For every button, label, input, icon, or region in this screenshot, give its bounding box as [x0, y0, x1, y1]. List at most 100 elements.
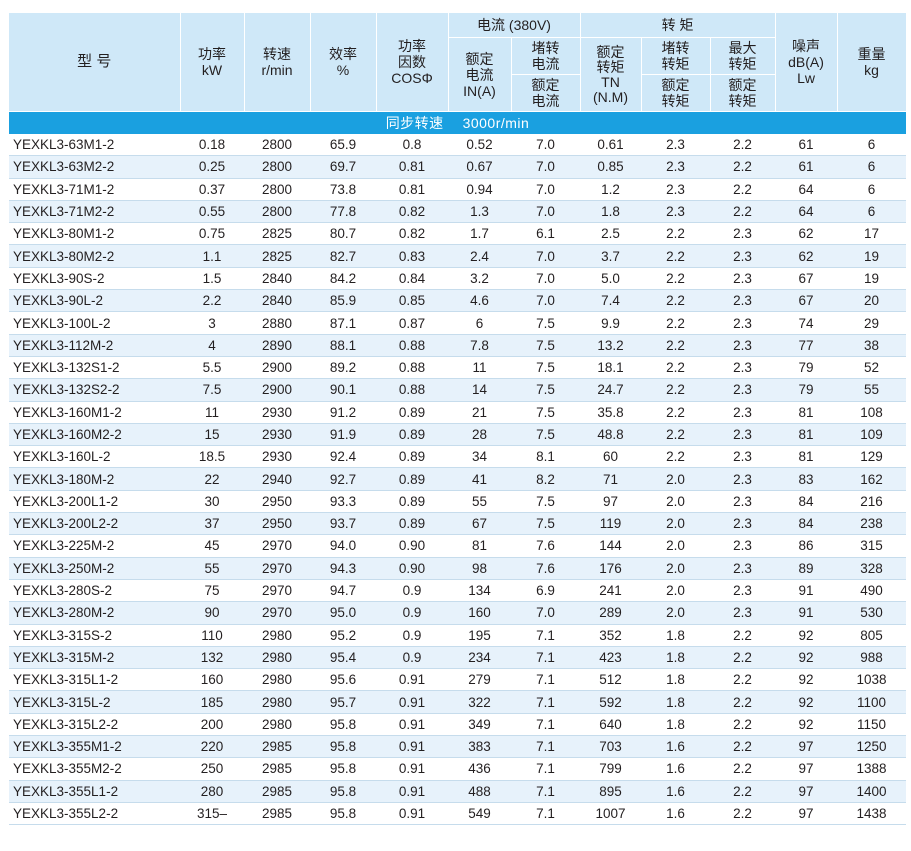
table-header: 型 号 功率 kW 转速 r/min 效率 % 功率 因数 COSΦ 电流 (3… [9, 13, 907, 112]
table-cell: 1388 [837, 757, 907, 781]
table-cell: 84 [775, 512, 838, 536]
table-cell: 1.3 [448, 200, 511, 224]
table-cell: 79 [775, 378, 838, 402]
table-cell: 2.3 [710, 289, 776, 313]
table-cell: 129 [837, 445, 907, 469]
table-cell: 2980 [244, 624, 310, 647]
table-cell: 176 [580, 557, 642, 580]
table-cell: 98 [448, 557, 511, 580]
table-cell: 64 [775, 200, 838, 224]
table-cell: 67 [775, 267, 838, 291]
table-cell: 2.3 [710, 378, 776, 402]
table-cell: 5.5 [180, 356, 244, 380]
table-cell: 0.89 [376, 512, 448, 536]
table-cell: 2.0 [641, 490, 711, 514]
table-cell: 2.3 [710, 445, 776, 469]
cell-model: YEXKL3-355M1-2 [9, 735, 180, 759]
table-cell: 799 [580, 757, 642, 781]
table-cell: 7.1 [511, 646, 581, 670]
table-cell: 0.25 [180, 155, 244, 179]
table-cell: 6 [448, 311, 511, 335]
table-cell: 2825 [244, 222, 310, 246]
table-cell: 2840 [244, 267, 310, 291]
table-cell: 79 [775, 356, 838, 380]
table-cell: 2980 [244, 668, 310, 692]
table-cell: 0.87 [376, 311, 448, 335]
table-cell: 95.4 [310, 646, 376, 670]
table-cell: 2.3 [710, 534, 776, 558]
cell-model: YEXKL3-71M1-2 [9, 178, 180, 201]
table-cell: 7.0 [511, 244, 581, 268]
table-cell: 238 [837, 512, 907, 536]
table-cell: 62 [775, 244, 838, 268]
table-row: YEXKL3-355L2-2 315– 2985 95.8 0.91 549 7.1 1007… [9, 802, 907, 826]
table-row: YEXKL3-90S-2 1.5 2840 84.2 0.84 3.2 7.0 5.0 2.2 2… [9, 267, 907, 291]
table-cell: 67 [448, 512, 511, 536]
table-cell: 0.84 [376, 267, 448, 291]
table-cell: 0.89 [376, 445, 448, 469]
table-cell: 160 [448, 601, 511, 625]
table-cell: 7.5 [180, 378, 244, 402]
table-cell: 2.2 [641, 334, 711, 357]
table-cell: 241 [580, 579, 642, 603]
table-cell: 2.0 [641, 512, 711, 536]
table-row: YEXKL3-160L-2 18.5 2930 92.4 0.89 34 8.1 60 2.2 2… [9, 445, 907, 469]
table-cell: 592 [580, 690, 642, 714]
header-model: 型 号 [9, 13, 181, 112]
table-row: YEXKL3-180M-2 22 2940 92.7 0.89 41 8.2 71 2.0 2.3… [9, 467, 907, 491]
table-cell: 2970 [244, 534, 310, 558]
table-cell: 7.0 [511, 289, 581, 313]
table-cell: 7.8 [448, 334, 511, 357]
table-cell: 77 [775, 334, 838, 357]
table-cell: 48.8 [580, 423, 642, 447]
table-cell: 92.4 [310, 445, 376, 469]
header-rated-torque: 额定 转矩 TN (N.M) [580, 37, 642, 112]
table-cell: 97 [580, 490, 642, 514]
table-cell: 1.5 [180, 267, 244, 291]
table-cell: 95.0 [310, 601, 376, 625]
table-cell: 3.2 [448, 267, 511, 291]
table-cell: 2985 [244, 780, 310, 803]
table-cell: 0.89 [376, 467, 448, 491]
table-row: YEXKL3-63M1-2 0.18 2800 65.9 0.8 0.52 7.0 0.61 2… [9, 134, 907, 157]
table-row: YEXKL3-225M-2 45 2970 94.0 0.90 81 7.6 144 2.0 2.… [9, 534, 907, 558]
table-cell: 4 [180, 334, 244, 357]
table-cell: 7.5 [511, 356, 581, 380]
table-cell: 69.7 [310, 155, 376, 179]
table-body: YEXKL3-63M1-2 0.18 2800 65.9 0.8 0.52 7.0 0.61 2… [9, 134, 907, 826]
table-cell: 97 [775, 780, 838, 803]
table-cell: 2.3 [641, 200, 711, 224]
table-cell: 17 [837, 222, 907, 246]
table-cell: 2985 [244, 735, 310, 759]
table-cell: 75 [180, 579, 244, 603]
table-cell: 55 [180, 557, 244, 580]
table-cell: 15 [180, 423, 244, 447]
table-cell: 34 [448, 445, 511, 469]
table-cell: 94.3 [310, 557, 376, 580]
cell-model: YEXKL3-280S-2 [9, 579, 180, 603]
table-row: YEXKL3-160M2-2 15 2930 91.9 0.89 28 7.5 48.8 2.2… [9, 423, 907, 447]
table-cell: 0.90 [376, 534, 448, 558]
table-cell: 250 [180, 757, 244, 781]
table-cell: 1438 [837, 802, 907, 826]
header-locked-torque-bottom: 额定 转矩 [641, 74, 711, 112]
table-cell: 7.5 [511, 311, 581, 335]
table-cell: 95.8 [310, 780, 376, 803]
table-cell: 6 [837, 200, 907, 224]
cell-model: YEXKL3-90S-2 [9, 267, 180, 291]
table-cell: 81 [775, 445, 838, 469]
table-cell: 21 [448, 401, 511, 424]
table-cell: 0.18 [180, 134, 244, 157]
table-cell: 67 [775, 289, 838, 313]
table-cell: 2980 [244, 690, 310, 714]
table-cell: 2970 [244, 557, 310, 580]
cell-model: YEXKL3-160M1-2 [9, 401, 180, 424]
cell-model: YEXKL3-280M-2 [9, 601, 180, 625]
table-cell: 2.2 [710, 802, 776, 826]
table-cell: 1100 [837, 690, 907, 714]
table-cell: 7.1 [511, 780, 581, 803]
header-speed: 转速 r/min [244, 13, 311, 112]
table-cell: 2.2 [641, 244, 711, 268]
cell-model: YEXKL3-315M-2 [9, 646, 180, 670]
table-cell: 0.82 [376, 200, 448, 224]
